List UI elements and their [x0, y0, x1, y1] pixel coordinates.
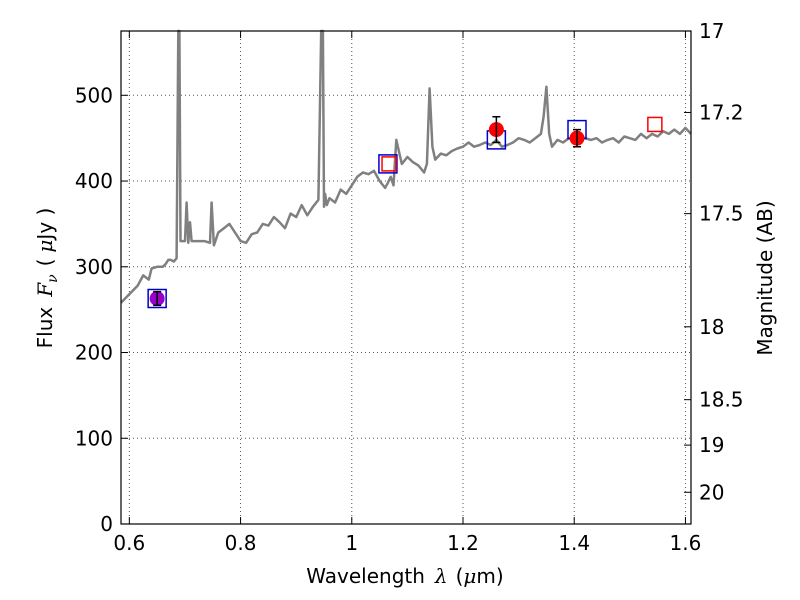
axis-ticks: 0.6 0.8 1 1.2 1.4 1.6 0 100 200 300 400 500 17 17.2 17…	[75, 19, 744, 555]
y2-tick-label: 17.2	[699, 100, 744, 124]
x-tick-label: 1.6	[670, 531, 702, 555]
y-tick-label: 500	[75, 83, 113, 107]
grid	[121, 31, 691, 525]
spectrum-line	[120, 29, 692, 304]
y2-tick-label: 18.5	[699, 388, 744, 412]
open-square-marker	[147, 288, 167, 309]
photometry-markers	[147, 115, 663, 309]
x-tick-label: 0.8	[225, 531, 257, 555]
spectrum-series	[120, 29, 692, 304]
x-tick-label: 1.2	[447, 531, 479, 555]
y-tick-label: 0	[100, 512, 113, 536]
y2-tick-label: 19	[699, 433, 724, 457]
open-square-marker	[378, 154, 398, 174]
y-tick-label: 200	[75, 341, 113, 365]
y2-tick-label: 18	[699, 315, 724, 339]
x-tick-label: 1	[345, 531, 358, 555]
y-tick-label: 400	[75, 169, 113, 193]
y-tick-label: 300	[75, 255, 113, 279]
plot-frame	[120, 30, 692, 525]
y-axis-title: FluxFν(μJy )	[33, 208, 61, 349]
x-tick-label: 1.4	[558, 531, 590, 555]
y2-tick-label: 17	[699, 19, 724, 43]
y-tick-label: 100	[75, 426, 113, 450]
open-square-marker	[647, 116, 663, 133]
open-square-marker	[381, 156, 397, 172]
x-tick-label: 0.6	[113, 531, 145, 555]
x-axis-title: Wavelength λ (μm)	[306, 564, 503, 588]
y2-axis-title: Magnitude (AB)	[753, 200, 777, 355]
y2-tick-label: 17.5	[699, 202, 744, 226]
y2-tick-label: 20	[699, 480, 724, 504]
